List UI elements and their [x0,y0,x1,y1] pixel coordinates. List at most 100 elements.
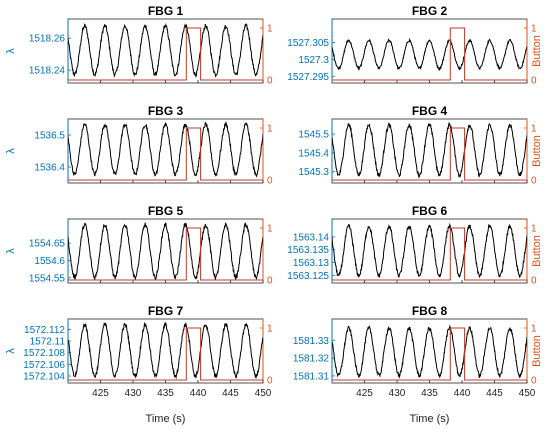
wavelength-series-line [68,221,263,281]
left-tick-label: 1536.5 [34,131,65,142]
x-tick-label: 450 [255,388,272,399]
right-tick-label: 0 [531,276,537,287]
wavelength-series-line [332,121,527,179]
x-tick-label: 425 [356,388,373,399]
left-tick-label: 1545.3 [298,167,329,178]
panel-fbg-6: FBG 6 1563.14 1563.135 1563.13 1563.125 1 0 But… [287,204,543,287]
right-tick-label: 1 [267,124,273,135]
panel-title: FBG 6 [412,204,448,218]
left-tick-label: 1563.125 [287,271,329,282]
x-tick-label: 430 [125,388,142,399]
x-tick-label: 425 [92,388,109,399]
right-tick-label: 1 [267,324,273,335]
button-series-line [332,227,527,281]
panel-fbg-2: FBG 2 1527.305 1527.3 1527.295 1 0 Button [287,4,543,87]
x-tick-label: 435 [421,388,438,399]
right-axis-label: Button [531,235,543,267]
right-tick-label: 1 [531,324,537,335]
wavelength-series-line [332,324,527,379]
left-tick-label: 1527.3 [298,55,329,66]
right-tick-label: 1 [267,224,273,235]
button-series-line [332,27,527,81]
button-series-line [68,327,263,381]
left-tick-label: 1572.112 [24,325,65,336]
x-tick-label: 440 [190,388,207,399]
left-tick-label: 1572.104 [23,372,65,383]
right-tick-label: 0 [531,376,537,387]
right-tick-label: 1 [531,24,537,35]
wavelength-series-line [332,222,527,278]
wavelength-series-line [68,120,263,178]
panel-fbg-1: FBG 1 1518.26 1518.24 1 0 λ [5,4,273,87]
x-tick-label: 435 [157,388,174,399]
right-axis-label: Button [531,335,543,367]
left-tick-label: 1581.31 [293,371,330,382]
left-tick-label: 1518.24 [29,66,66,77]
button-series-line [68,127,263,181]
x-tick-label: 440 [454,388,471,399]
panel-title: FBG 1 [148,4,184,18]
left-tick-label: 1572.106 [23,360,65,371]
right-tick-label: 0 [267,276,273,287]
left-axis-label: λ [5,148,17,154]
left-tick-label: 1554.6 [34,256,65,267]
wavelength-series-line [68,22,263,78]
left-tick-label: 1581.32 [293,354,330,365]
left-axis-label: λ [5,348,17,354]
left-tick-label: 1527.295 [287,72,329,83]
panel-fbg-5: FBG 5 1554.65 1554.6 1554.55 1 0 λ [5,204,273,287]
button-series-line [332,127,527,181]
right-tick-label: 0 [531,76,537,87]
right-tick-label: 1 [267,24,273,35]
button-series-line [68,27,263,81]
right-axis-label: Button [531,135,543,167]
x-tick-label: 430 [389,388,406,399]
x-axis-label: Time (s) [410,413,450,425]
right-tick-label: 1 [531,224,537,235]
left-axis-label: λ [5,248,17,254]
left-tick-label: 1554.65 [29,239,66,250]
x-tick-label: 445 [486,388,503,399]
right-tick-label: 1 [531,124,537,135]
x-tick-label: 450 [519,388,536,399]
left-tick-label: 1572.108 [23,348,65,359]
left-tick-label: 1563.13 [293,258,330,269]
panel-fbg-8: FBG 8 1581.33 1581.32 1581.31 1 0 425 430 435 440… [293,304,543,399]
left-tick-label: 1527.305 [287,38,329,49]
button-series-line [68,227,263,281]
plot-frame [67,118,264,184]
left-tick-label: 1554.55 [29,273,66,284]
left-tick-label: 1536.4 [34,163,65,174]
x-axis-label: Time (s) [146,413,186,425]
plot-frame [331,18,528,84]
left-tick-label: 1572.11 [30,337,66,348]
left-tick-label: 1518.26 [29,34,66,45]
panel-fbg-7: FBG 7 1572.1121572.111572.1081572.1061572… [5,304,273,399]
panel-fbg-3: FBG 3 1536.5 1536.4 1 0 λ [5,104,273,187]
left-tick-label: 1545.5 [298,130,329,141]
left-tick-label: 1563.14 [293,232,330,243]
panel-title: FBG 5 [148,204,184,218]
wavelength-series-line [332,37,527,72]
panel-title: FBG 7 [148,304,184,318]
right-axis-label: Button [531,35,543,67]
panel-title: FBG 8 [412,304,448,318]
right-tick-label: 0 [267,176,273,187]
panel-fbg-4: FBG 4 1545.5 1545.4 1545.3 1 0 Button [298,104,543,187]
right-tick-label: 0 [267,76,273,87]
panel-title: FBG 3 [148,104,184,118]
left-tick-label: 1545.4 [298,148,329,159]
left-tick-label: 1563.135 [287,245,329,256]
wavelength-series-line [68,321,263,380]
plot-frame [331,218,528,284]
panel-title: FBG 4 [412,104,448,118]
plot-frame [67,18,264,84]
x-tick-label: 445 [222,388,239,399]
button-series-line [332,327,527,381]
right-tick-label: 0 [267,376,273,387]
plot-frame [331,118,528,184]
left-axis-label: λ [5,48,17,54]
right-tick-label: 0 [531,176,537,187]
left-tick-label: 1581.33 [293,336,330,347]
